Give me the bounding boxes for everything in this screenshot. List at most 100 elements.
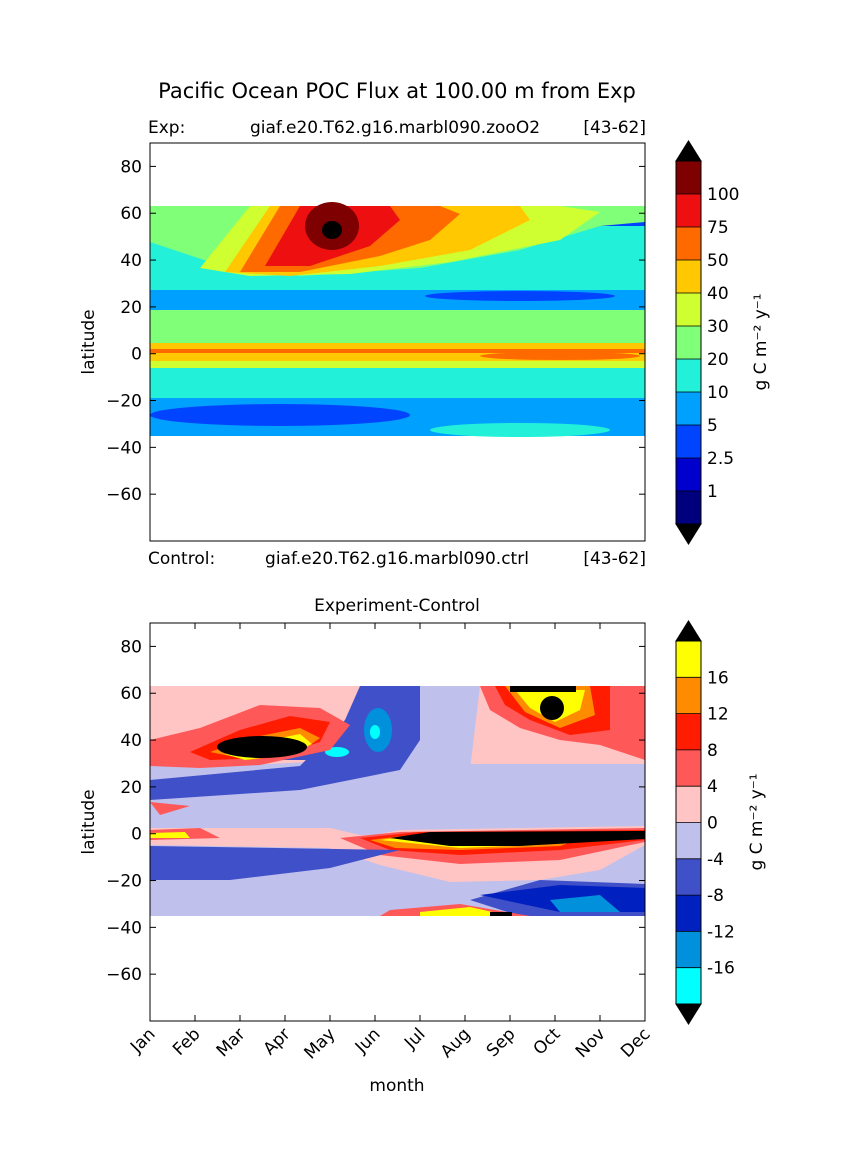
bottom-colorbar-tick-label: 8	[707, 741, 718, 761]
top-colorbar-segment	[676, 161, 701, 194]
x-axis-label: month	[369, 1076, 424, 1096]
band-bot-20	[420, 907, 510, 916]
band-bot-3	[150, 686, 420, 800]
bottom-colorbar-tick-label: 4	[707, 777, 718, 797]
blob-top-4	[480, 352, 640, 360]
top-colorbar-tick-label: 75	[707, 218, 729, 238]
top-colorbar: 1 2.5 5 10 20 30 40 50 75 100	[675, 140, 739, 545]
bottom-colorbar-over-arrow	[675, 620, 702, 642]
band-top-9	[150, 368, 645, 398]
bottom-ytick-label: −40	[106, 918, 142, 938]
xtick-label: Mar	[213, 1024, 250, 1061]
bottom-ytick-label: 40	[120, 731, 142, 751]
top-colorbar-tick-label: 1	[707, 482, 718, 502]
bottom-colorbar: -16 -12 -8 -4 0 4 8 12 16	[675, 620, 735, 1025]
top-colorbar-label: g C m⁻² y⁻¹	[751, 293, 771, 390]
top-colorbar-segment	[676, 491, 701, 524]
bloom-top-6	[322, 221, 342, 239]
top-y-axis: 80 60 40 20 0 −20 −40 −60	[106, 157, 645, 505]
top-colorbar-segment	[676, 194, 701, 227]
blob-top-3	[425, 291, 615, 301]
bottom-colorbar-tick-label: -16	[707, 959, 735, 979]
control-years: [43-62]	[583, 549, 646, 569]
top-colorbar-tick-label: 30	[707, 317, 729, 337]
bottom-colorbar-tick-label: -12	[707, 922, 735, 942]
xtick-label: May	[301, 1024, 340, 1063]
bottom-ytick-label: −20	[106, 872, 142, 892]
blob-bot-3	[325, 747, 349, 757]
top-colorbar-frame	[675, 160, 702, 525]
xtick-label: Apr	[260, 1024, 295, 1059]
top-colorbar-segment	[676, 326, 701, 359]
bottom-ytick-label: 20	[120, 778, 142, 798]
bottom-colorbar-segment	[676, 858, 701, 896]
band-bot-13	[150, 832, 190, 838]
bottom-ytick-label: 80	[120, 637, 142, 657]
bottom-panel: Experiment-Control	[79, 596, 767, 1096]
top-colorbar-tick-label: 5	[707, 416, 718, 436]
xtick-label: Nov	[572, 1024, 610, 1062]
band-top-6	[150, 349, 645, 353]
bottom-colorbar-segment	[676, 677, 701, 714]
top-panel: Exp: giaf.e20.T62.g16.marbl090.zooO2 [43…	[79, 118, 771, 569]
xtick-label: Oct	[530, 1024, 565, 1059]
top-colorbar-segment	[676, 425, 701, 458]
blob-top-1	[150, 404, 410, 426]
bottom-ytick-label: 0	[131, 825, 142, 845]
band-bot-21	[490, 912, 512, 916]
blob-bot-2	[370, 725, 380, 739]
bottom-ytick-label: 60	[120, 684, 142, 704]
bottom-colorbar-tick-label: 16	[707, 668, 729, 688]
top-colorbar-segment	[676, 260, 701, 293]
xtick-label: Feb	[169, 1024, 204, 1059]
top-ytick-label: 0	[131, 345, 142, 365]
band-bot-14	[150, 802, 190, 815]
band-top-5	[150, 343, 645, 349]
top-colorbar-segment	[676, 293, 701, 326]
bottom-ytick-label: −60	[106, 965, 142, 985]
control-case-name: giaf.e20.T62.g16.marbl090.ctrl	[265, 549, 529, 569]
top-colorbar-segment	[676, 359, 701, 392]
figure-title: Pacific Ocean POC Flux at 100.00 m from …	[158, 79, 636, 103]
bottom-colorbar-under-arrow	[675, 1003, 702, 1025]
bottom-colorbar-segment	[676, 786, 701, 823]
top-ytick-label: −20	[106, 392, 142, 412]
top-colorbar-segment	[676, 227, 701, 260]
xtick-label: Jan	[126, 1024, 159, 1057]
top-ytick-label: −60	[106, 485, 142, 505]
top-colorbar-tick-label: 10	[707, 383, 729, 403]
bottom-colorbar-tick-label: 0	[707, 814, 718, 834]
xtick-label: Sep	[483, 1024, 520, 1061]
top-colorbar-tick-label: 2.5	[707, 449, 734, 469]
top-ytick-label: −40	[106, 438, 142, 458]
bloom-bot-5	[217, 736, 307, 758]
bottom-colorbar-segment	[676, 749, 701, 787]
band-bot-18	[550, 895, 620, 912]
top-ytick-label: 20	[120, 298, 142, 318]
bottom-colorbar-segment	[676, 713, 701, 750]
bottom-colorbar-label: g C m⁻² y⁻¹	[747, 773, 767, 870]
bottom-y-axis: 80 60 40 20 0 −20 −40 −60	[106, 637, 645, 985]
bottom-colorbar-segment	[676, 641, 701, 678]
bottom-colorbar-segment	[676, 822, 701, 859]
control-label: Control:	[148, 549, 215, 569]
top-colorbar-tick-label: 20	[707, 350, 729, 370]
top-colorbar-segment	[676, 392, 701, 425]
bottom-colorbar-segment	[676, 931, 701, 968]
top-colorbar-tick-label: 40	[707, 284, 729, 304]
bottom-colorbar-tick-label: -4	[707, 850, 724, 870]
top-ytick-label: 60	[120, 204, 142, 224]
bottom-ylabel: latitude	[79, 789, 99, 854]
band-top-4	[150, 310, 645, 346]
top-ylabel: latitude	[79, 309, 99, 374]
band-top-8	[150, 361, 645, 368]
xtick-label: Jun	[351, 1024, 385, 1058]
bottom-colorbar-tick-label: -8	[707, 886, 724, 906]
exp-case-name: giaf.e20.T62.g16.marbl090.zooO2	[250, 118, 540, 138]
bottom-title: Experiment-Control	[314, 596, 480, 616]
bottom-colorbar-tick-label: 12	[707, 705, 729, 725]
bottom-colorbar-segment	[676, 967, 701, 1004]
band-bot-11	[390, 831, 645, 846]
band-bot-15	[150, 846, 400, 880]
